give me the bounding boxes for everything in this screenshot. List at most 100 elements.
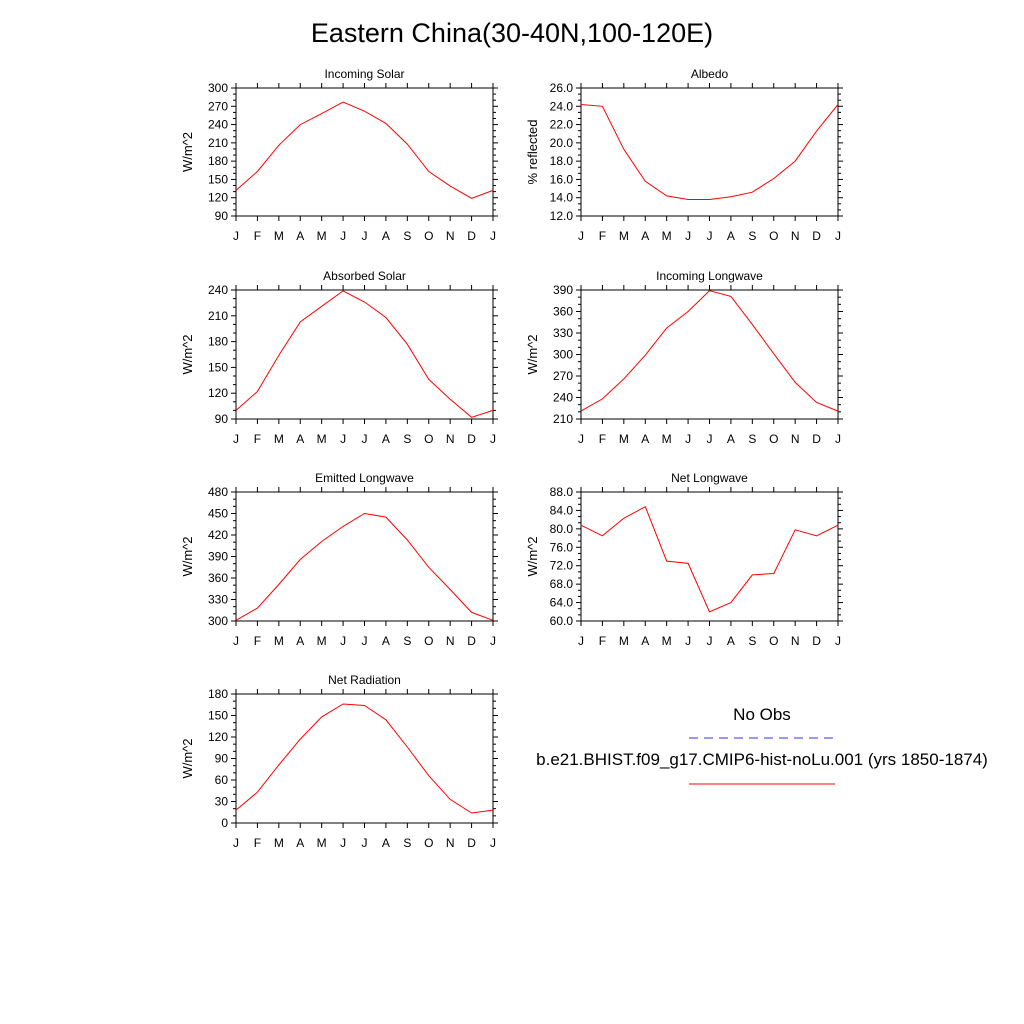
y-tick-label: 90: [215, 209, 229, 223]
x-tick-label: J: [340, 229, 346, 243]
x-tick-label: A: [296, 836, 304, 850]
x-tick-label: M: [317, 229, 327, 243]
y-tick-label: 300: [208, 81, 228, 95]
panel-title: Incoming Solar: [324, 67, 404, 81]
panel-title: Absorbed Solar: [323, 269, 406, 283]
y-tick-label: 60.0: [550, 614, 574, 628]
y-tick-label: 210: [208, 136, 228, 150]
x-tick-label: J: [490, 836, 496, 850]
x-tick-label: M: [317, 836, 327, 850]
y-tick-label: 270: [553, 369, 573, 383]
x-tick-label: A: [727, 432, 735, 446]
x-tick-label: F: [254, 432, 261, 446]
x-tick-label: A: [727, 229, 735, 243]
series-line: [580, 104, 839, 200]
x-tick-label: D: [812, 229, 821, 243]
x-tick-label: N: [446, 432, 455, 446]
y-tick-label: 0: [221, 816, 228, 830]
y-axis-label: W/m^2: [180, 536, 195, 576]
plot-frame: [235, 289, 494, 420]
x-tick-label: S: [403, 229, 411, 243]
y-tick-label: 330: [208, 593, 228, 607]
x-tick-label: A: [727, 634, 735, 648]
x-tick-label: F: [599, 634, 606, 648]
x-tick-label: J: [362, 432, 368, 446]
x-tick-label: S: [748, 634, 756, 648]
chart-panel-6: Net Longwave W/m^2 60.0 64.0 68.0 72.0 76.0 80.…: [525, 471, 843, 648]
y-tick-label: 420: [208, 528, 228, 542]
y-tick-label: 120: [208, 386, 228, 400]
x-tick-label: J: [707, 634, 713, 648]
y-tick-label: 16.0: [550, 172, 574, 186]
y-axis-label: W/m^2: [525, 536, 540, 576]
plot-frame: [580, 87, 839, 217]
page-title: Eastern China(30-40N,100-120E): [310, 18, 714, 48]
x-tick-label: F: [254, 634, 261, 648]
x-tick-label: N: [446, 229, 455, 243]
x-tick-label: M: [317, 432, 327, 446]
y-tick-label: 68.0: [550, 577, 574, 591]
x-tick-label: J: [233, 836, 239, 850]
x-tick-label: A: [382, 229, 390, 243]
y-tick-label: 90: [215, 752, 229, 766]
x-tick-label: M: [274, 432, 284, 446]
y-tick-label: 18.0: [550, 154, 574, 168]
y-tick-label: 180: [208, 335, 228, 349]
y-axis-label: % reflected: [525, 119, 540, 184]
y-tick-label: 72.0: [550, 559, 574, 573]
y-tick-label: 300: [553, 348, 573, 362]
y-tick-label: 240: [553, 391, 573, 405]
y-tick-label: 90: [215, 412, 229, 426]
x-tick-label: J: [362, 836, 368, 850]
series-line: [580, 505, 839, 613]
y-tick-label: 84.0: [550, 503, 574, 517]
x-tick-label: M: [274, 229, 284, 243]
y-tick-label: 150: [208, 172, 228, 186]
y-tick-label: 150: [208, 360, 228, 374]
plot-frame: [235, 693, 494, 824]
x-tick-label: D: [467, 836, 476, 850]
x-tick-label: A: [641, 634, 649, 648]
y-tick-label: 64.0: [550, 596, 574, 610]
y-tick-label: 120: [208, 191, 228, 205]
x-tick-label: N: [791, 634, 800, 648]
x-tick-label: M: [619, 432, 629, 446]
x-tick-label: O: [424, 229, 433, 243]
x-tick-label: S: [748, 432, 756, 446]
x-tick-label: O: [424, 432, 433, 446]
chart-panel-1: Incoming Solar W/m^2 90 120 150 180 210 240 270 3…: [180, 67, 498, 243]
x-tick-label: A: [296, 229, 304, 243]
y-tick-label: 240: [208, 283, 228, 297]
y-tick-label: 330: [553, 326, 573, 340]
plot-frame: [580, 491, 839, 622]
y-tick-label: 76.0: [550, 540, 574, 554]
x-tick-label: F: [254, 229, 261, 243]
x-tick-label: S: [403, 432, 411, 446]
x-tick-label: D: [467, 229, 476, 243]
y-tick-label: 360: [208, 571, 228, 585]
x-tick-label: M: [619, 634, 629, 648]
x-tick-label: D: [812, 634, 821, 648]
y-tick-label: 150: [208, 709, 228, 723]
x-tick-label: J: [340, 432, 346, 446]
x-tick-label: J: [578, 432, 584, 446]
y-tick-label: 88.0: [550, 485, 574, 499]
x-tick-label: J: [707, 229, 713, 243]
y-tick-label: 180: [208, 687, 228, 701]
x-tick-label: S: [403, 836, 411, 850]
series-line: [235, 101, 494, 199]
x-tick-label: O: [769, 432, 778, 446]
x-tick-label: J: [835, 229, 841, 243]
chart-panel-2: Albedo % reflected 12.0 14.0 16.0 18.0 20.0 22.…: [525, 67, 843, 243]
panel-title: Albedo: [691, 67, 729, 81]
y-tick-label: 60: [215, 773, 229, 787]
y-tick-label: 390: [208, 550, 228, 564]
y-tick-label: 12.0: [550, 209, 574, 223]
panel-title: Net Longwave: [671, 471, 748, 485]
x-tick-label: N: [791, 432, 800, 446]
y-tick-label: 450: [208, 507, 228, 521]
chart-panel-4: Incoming Longwave W/m^2 210 240 270 300 330 360…: [525, 269, 843, 446]
y-tick-label: 390: [553, 283, 573, 297]
